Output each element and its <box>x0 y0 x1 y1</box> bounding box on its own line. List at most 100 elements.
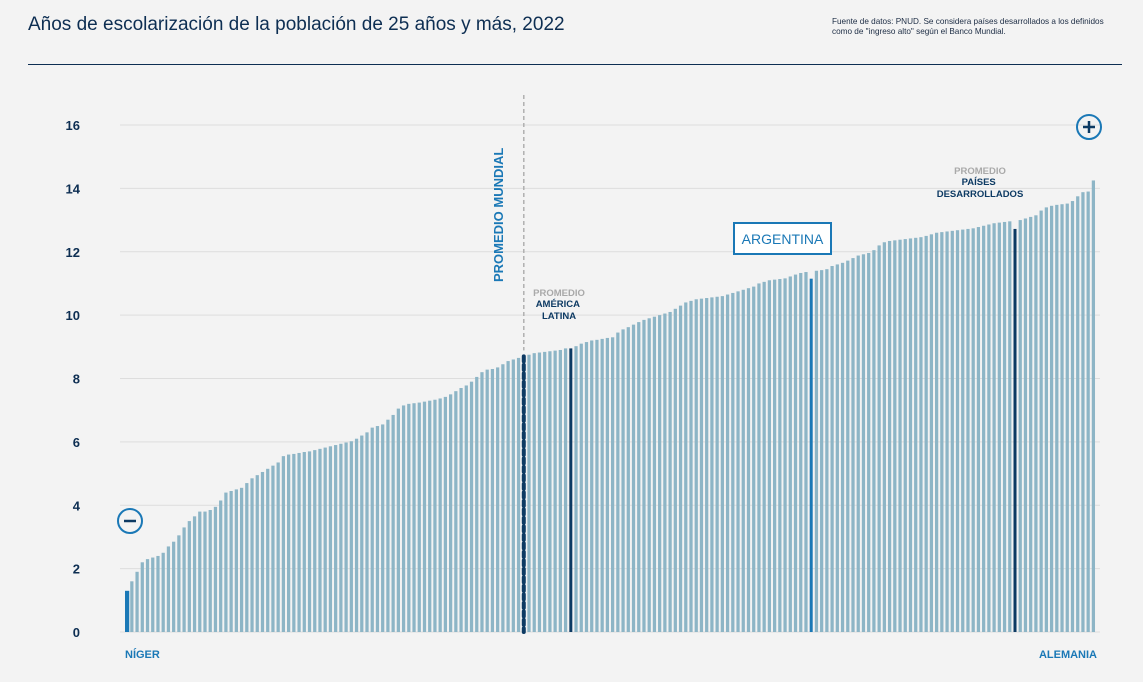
bar <box>537 352 542 632</box>
bar <box>485 369 489 632</box>
bar <box>652 316 657 632</box>
bar <box>935 232 939 633</box>
bar <box>501 364 505 632</box>
bar <box>553 350 557 632</box>
bar <box>375 426 380 632</box>
bar <box>407 403 411 632</box>
bar <box>490 368 495 632</box>
bar <box>354 438 359 632</box>
y-tick-label: 2 <box>73 562 80 577</box>
argentina-label: ARGENTINA <box>733 222 832 255</box>
bar <box>1060 204 1064 632</box>
bar <box>543 351 547 632</box>
bar <box>814 270 819 632</box>
bar <box>997 222 1001 632</box>
bar <box>689 300 693 632</box>
bar <box>637 322 641 632</box>
bar <box>673 308 677 632</box>
bar <box>840 262 845 632</box>
bar <box>558 349 562 632</box>
bar <box>788 276 792 632</box>
bar <box>401 405 406 632</box>
bar <box>924 235 928 632</box>
bar <box>1002 221 1007 632</box>
bar <box>229 490 233 632</box>
bar <box>663 313 667 632</box>
bar <box>192 516 197 632</box>
bar <box>422 401 427 632</box>
bar <box>166 546 171 632</box>
bar <box>307 451 312 632</box>
argentina-label-text: ARGENTINA <box>742 231 824 247</box>
bar <box>281 456 286 632</box>
bar <box>584 342 589 632</box>
bar <box>600 338 604 632</box>
bar <box>1008 221 1012 632</box>
bar <box>762 281 766 632</box>
bar <box>198 511 202 632</box>
bar <box>334 445 338 632</box>
bar <box>752 286 756 632</box>
bar <box>480 372 484 632</box>
bar <box>658 315 662 632</box>
header-divider <box>28 64 1122 65</box>
bar <box>391 414 395 632</box>
bar <box>496 367 500 632</box>
y-axis-ticks: 0 2 4 6 8 10 12 14 16 <box>66 118 81 640</box>
bar <box>631 324 636 632</box>
bar <box>945 231 949 632</box>
bar <box>130 581 134 632</box>
bar <box>778 279 782 632</box>
bar <box>590 340 594 632</box>
bar <box>982 225 986 633</box>
bar <box>161 552 165 632</box>
y-tick-label: 16 <box>66 118 80 133</box>
bar <box>867 253 871 632</box>
y-tick-label: 8 <box>73 372 80 387</box>
chart-title: Años de escolarización de la población d… <box>28 14 565 35</box>
developed-average-bar <box>1013 228 1017 632</box>
bar <box>527 354 531 632</box>
bar <box>914 237 918 632</box>
bar <box>511 359 515 632</box>
bar <box>903 239 907 632</box>
bar <box>861 254 866 632</box>
bar <box>532 353 536 632</box>
latam-label-top: PROMEDIO <box>533 288 585 299</box>
bar <box>469 381 474 632</box>
bar <box>245 483 249 632</box>
bar <box>140 562 144 632</box>
bar <box>694 299 698 632</box>
bar <box>464 385 468 632</box>
bar <box>1029 216 1033 633</box>
minus-circle-icon <box>117 508 143 534</box>
bar <box>966 228 970 632</box>
bar <box>793 274 798 632</box>
y-tick-label: 10 <box>66 308 80 323</box>
bar <box>182 527 186 632</box>
bar <box>725 294 730 632</box>
bar <box>746 288 751 632</box>
bar <box>835 264 839 632</box>
bar <box>365 432 369 632</box>
bar <box>172 541 176 632</box>
bar <box>239 487 244 632</box>
bar <box>156 555 160 632</box>
developed-label-main: PAÍSES DESARROLLADOS <box>937 177 1024 200</box>
bar <box>287 454 291 632</box>
plus-circle-icon <box>1076 114 1102 140</box>
bar <box>302 452 306 632</box>
bar <box>611 337 615 632</box>
bar <box>595 339 599 632</box>
bar <box>433 399 437 632</box>
bar <box>1023 218 1028 632</box>
bar <box>856 255 860 633</box>
bar <box>1055 204 1059 633</box>
bar <box>715 296 719 632</box>
bar <box>872 250 876 632</box>
bar <box>386 419 390 632</box>
y-tick-label: 14 <box>66 181 81 196</box>
bar <box>203 511 207 632</box>
bar <box>443 396 448 632</box>
